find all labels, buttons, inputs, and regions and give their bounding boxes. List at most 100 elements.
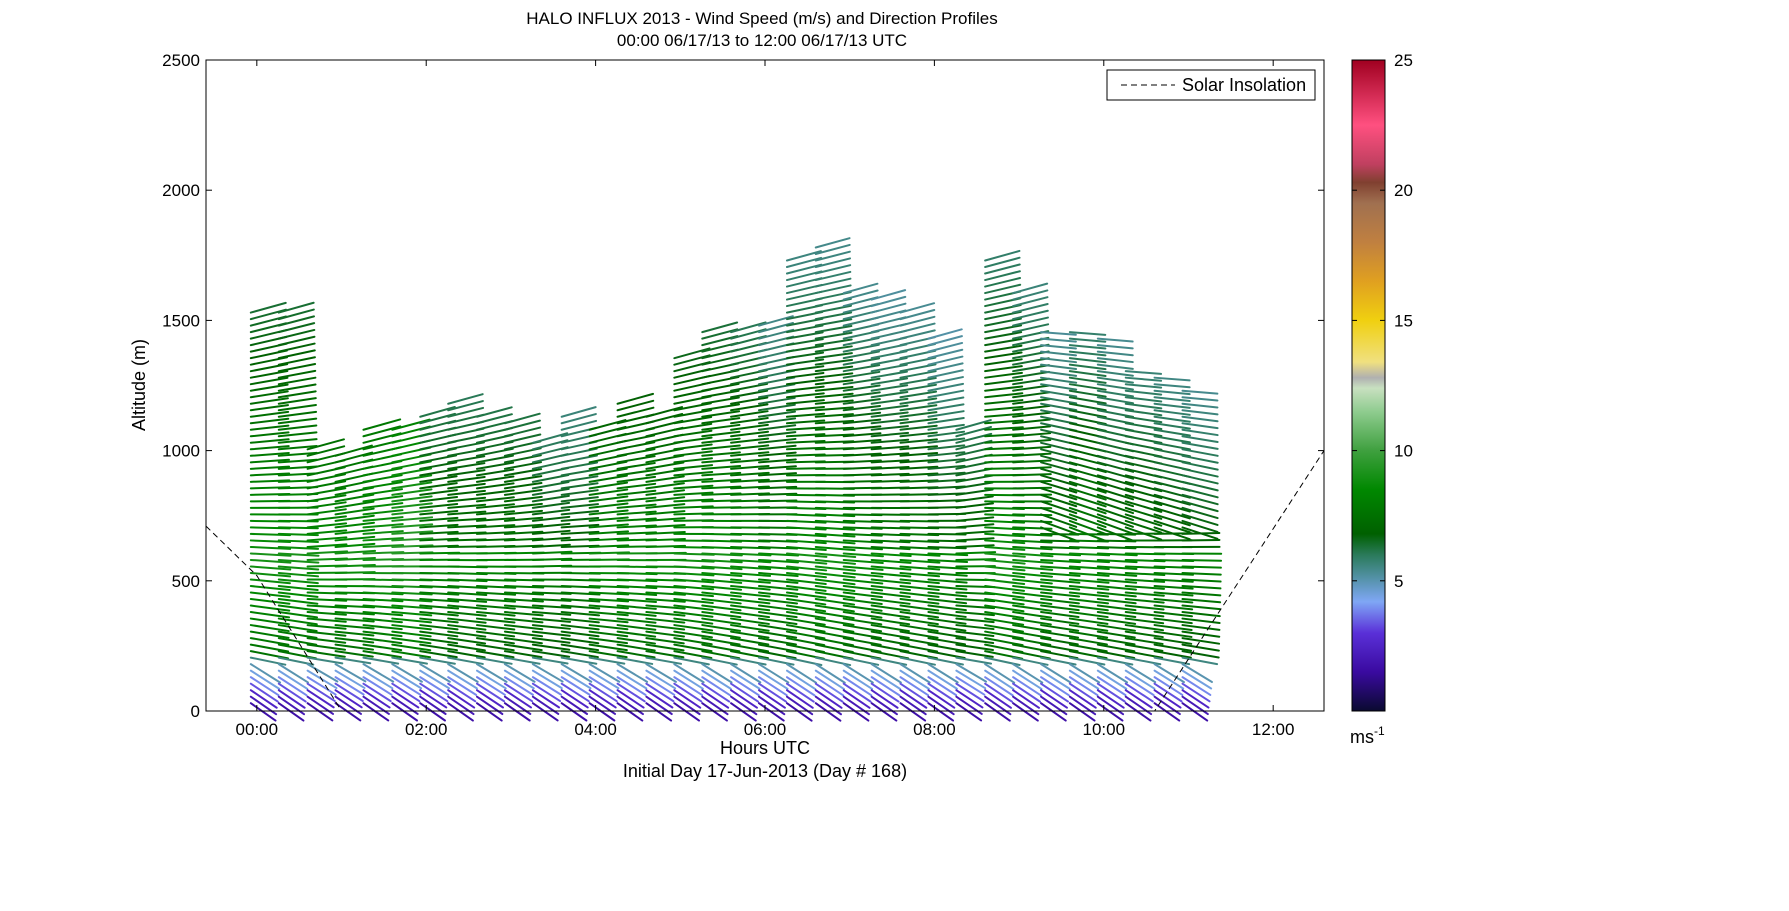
x-tick-label: 06:00 — [744, 720, 787, 739]
wind-vector — [758, 604, 798, 612]
wind-vector — [362, 669, 394, 690]
wind-vector — [758, 485, 798, 490]
wind-vector — [475, 656, 513, 665]
wind-vector — [899, 611, 940, 619]
wind-vector — [730, 656, 767, 666]
wind-vector — [701, 471, 742, 477]
wind-vector — [362, 643, 403, 652]
wind-vector — [1040, 650, 1079, 660]
wind-vector — [758, 424, 797, 431]
wind-vector — [475, 524, 516, 529]
wind-vector — [673, 450, 713, 457]
wind-vector — [927, 417, 965, 425]
wind-vector — [701, 643, 741, 653]
wind-vector — [955, 516, 995, 522]
wind-vector — [334, 535, 376, 542]
wind-vector — [730, 382, 769, 392]
wind-vector — [645, 530, 686, 535]
wind-vector — [1096, 500, 1135, 515]
wind-vector — [475, 454, 514, 464]
wind-vector — [955, 682, 985, 703]
wind-vector — [870, 637, 910, 646]
wind-vector — [1012, 384, 1051, 392]
wind-vector — [785, 419, 826, 425]
wind-vector — [1068, 611, 1109, 619]
wind-vector — [701, 611, 742, 619]
wind-vector — [1096, 409, 1135, 418]
wind-vector — [447, 643, 486, 652]
wind-vector — [730, 604, 771, 612]
wind-vector — [984, 676, 1014, 697]
wind-vector — [1181, 493, 1219, 506]
wind-vector — [1181, 402, 1219, 409]
wind-vector — [955, 488, 994, 496]
wind-vector — [1040, 643, 1079, 653]
wind-vector — [503, 426, 542, 438]
wind-vector — [503, 454, 542, 464]
wind-vector — [1012, 411, 1051, 418]
wind-vector — [531, 487, 570, 496]
wind-vector — [334, 451, 374, 464]
wind-vector — [1068, 650, 1108, 660]
wind-vector — [814, 539, 856, 545]
wind-vector — [306, 515, 347, 522]
wind-vector — [645, 650, 685, 659]
wind-vector — [503, 419, 541, 431]
wind-vector — [475, 496, 515, 503]
wind-vector — [447, 650, 486, 659]
wind-vector — [1153, 428, 1191, 437]
wind-vector — [1096, 402, 1135, 412]
wind-vector — [560, 496, 599, 503]
wind-vector — [814, 385, 854, 392]
wind-vector — [503, 682, 534, 703]
wind-vector — [814, 318, 853, 327]
wind-vector — [899, 552, 941, 557]
wind-vector — [814, 379, 854, 386]
wind-vector — [362, 467, 403, 477]
wind-vector — [447, 689, 476, 709]
wind-vector — [870, 552, 912, 557]
wind-vector — [730, 663, 762, 684]
wind-vector — [730, 611, 771, 619]
wind-vector — [419, 598, 460, 603]
wind-vector — [560, 406, 597, 418]
wind-vector — [1012, 473, 1052, 477]
wind-vector — [1153, 669, 1185, 690]
wind-vector — [1096, 578, 1138, 584]
wind-vector — [814, 506, 856, 511]
wind-vector — [1181, 428, 1219, 437]
wind-vector — [673, 565, 715, 570]
wind-vector — [785, 539, 827, 545]
wind-vector — [560, 604, 601, 610]
wind-vector — [1181, 643, 1220, 652]
wind-vector — [870, 472, 910, 477]
wind-vector — [419, 496, 459, 503]
wind-vector — [306, 480, 347, 490]
wind-vector — [1068, 676, 1099, 697]
wind-vector — [391, 516, 434, 522]
wind-vector — [814, 345, 853, 353]
wind-vector — [588, 544, 630, 548]
wind-vector — [673, 347, 711, 360]
wind-vector — [1040, 682, 1069, 703]
wind-vector — [1181, 591, 1222, 597]
wind-vector — [560, 702, 588, 722]
wind-vector — [927, 369, 964, 379]
wind-vector — [785, 351, 825, 360]
wind-vector — [334, 556, 376, 561]
wind-vector — [1096, 513, 1134, 528]
wind-vector — [955, 702, 983, 722]
wind-vector — [1068, 689, 1097, 709]
wind-vector — [1124, 585, 1166, 590]
wind-vector — [1068, 363, 1107, 371]
wind-vector — [1096, 526, 1134, 542]
wind-vector — [1124, 402, 1163, 410]
wind-vector — [447, 578, 488, 583]
wind-vector — [984, 412, 1024, 418]
wind-vector — [899, 438, 938, 444]
wind-vector — [588, 702, 616, 722]
wind-vector — [447, 406, 485, 418]
wind-vector — [1124, 565, 1166, 570]
wind-vector — [277, 598, 319, 605]
wind-vector — [1068, 493, 1107, 508]
